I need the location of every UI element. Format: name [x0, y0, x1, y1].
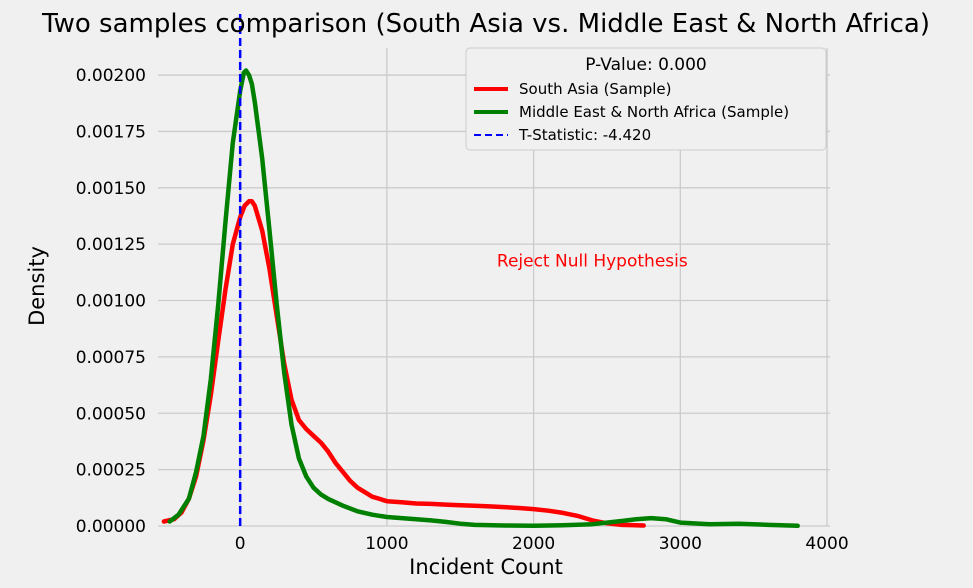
x-tick-label: 2000: [512, 534, 555, 554]
y-tick-label: 0.00175: [76, 122, 146, 142]
legend-label-south-asia: South Asia (Sample): [519, 80, 672, 98]
legend: P-Value: 0.000 South Asia (Sample) Middl…: [465, 47, 827, 151]
y-tick-label: 0.00025: [76, 461, 146, 481]
tick-labels: 0 1000 2000 3000 4000 0.00000 0.00025 0.00050 0.…: [76, 66, 849, 554]
y-tick-label: 0.00075: [76, 348, 146, 368]
x-axis-label: Incident Count: [409, 555, 563, 579]
y-tick-label: 0.00100: [76, 292, 146, 312]
y-axis-label: Density: [25, 246, 49, 326]
y-tick-label: 0.00000: [76, 517, 146, 537]
x-tick-label: 4000: [805, 534, 848, 554]
series-line-south-asia: [161, 199, 646, 528]
x-tick-label: 1000: [365, 534, 408, 554]
series-line-mena: [167, 68, 800, 529]
series-layer: [161, 68, 800, 529]
legend-label-mena: Middle East & North Africa (Sample): [519, 103, 789, 121]
x-tick-label: 3000: [659, 534, 702, 554]
chart-title: Two samples comparison (South Asia vs. M…: [41, 9, 930, 39]
y-tick-label: 0.00200: [76, 66, 146, 86]
x-tick-label: 0: [235, 534, 246, 554]
legend-box: [465, 47, 827, 151]
y-tick-label: 0.00150: [76, 179, 146, 199]
y-tick-label: 0.00050: [76, 404, 146, 424]
legend-title: P-Value: 0.000: [585, 55, 707, 75]
legend-label-t-statistic: T-Statistic: -4.420: [518, 126, 651, 144]
y-tick-label: 0.00125: [76, 235, 146, 255]
reject-null-annotation: Reject Null Hypothesis: [497, 251, 688, 271]
